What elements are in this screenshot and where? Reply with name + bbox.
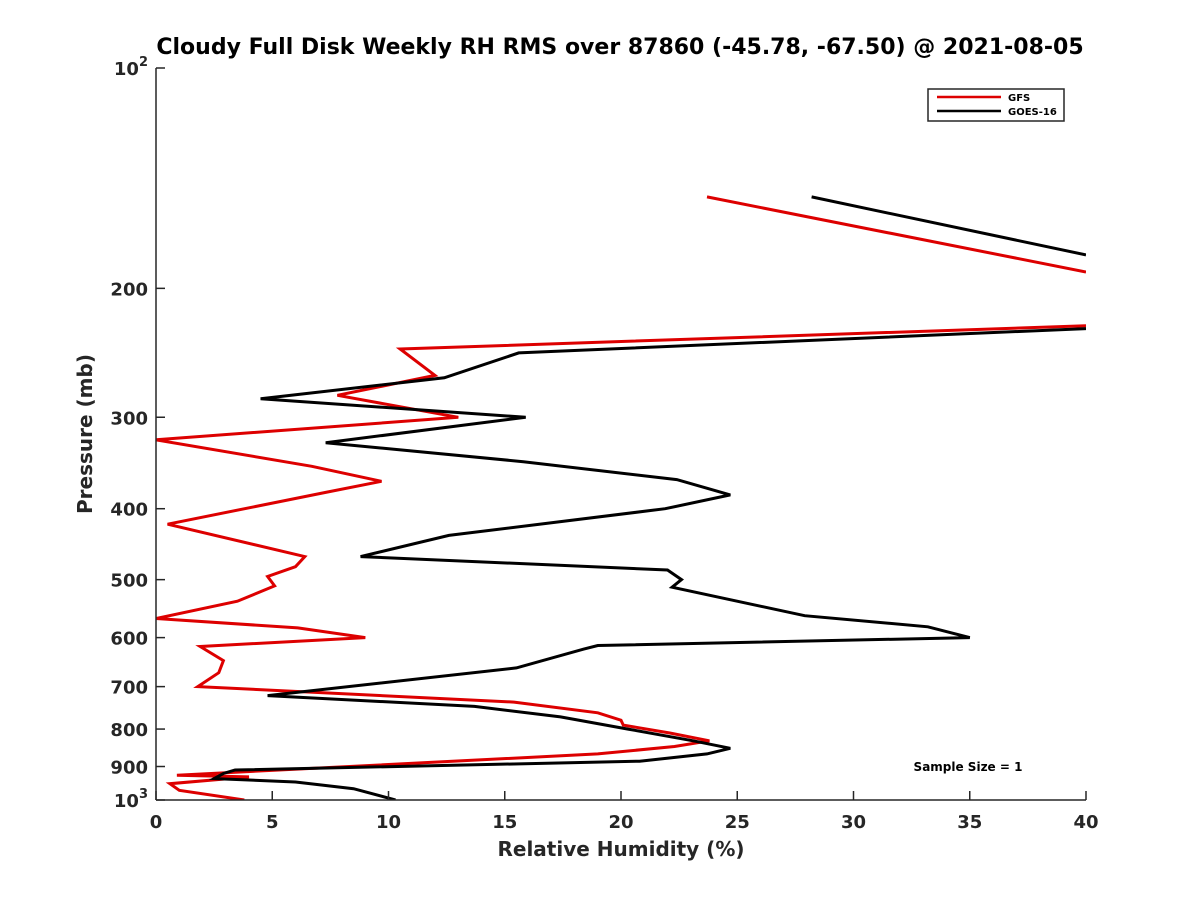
x-tick-label: 40	[1073, 812, 1098, 833]
series-line-goes-16-segment-2	[208, 327, 1086, 800]
y-tick-label: 900	[110, 758, 148, 779]
axes: 0 5 10 15 20 25 30 35 40 102 200 300 400 500 600 700 800…	[110, 55, 1098, 833]
chart-title: Cloudy Full Disk Weekly RH RMS over 8786…	[156, 35, 1083, 60]
y-tick-label: 400	[110, 500, 148, 521]
y-tick-label: 700	[110, 678, 148, 699]
y-tick-label: 300	[110, 408, 148, 429]
x-axis-label: Relative Humidity (%)	[497, 837, 744, 861]
legend: GFS GOES-16	[927, 88, 1065, 122]
y-tick-label: 600	[110, 629, 148, 650]
x-tick-label: 35	[957, 812, 982, 833]
x-tick-label: 0	[150, 812, 163, 833]
plot-area	[156, 195, 1086, 800]
x-tick-label: 15	[492, 812, 517, 833]
y-tick-label: 500	[110, 571, 148, 592]
series-line-gfs-segment-1	[706, 195, 1086, 274]
x-tick-label: 20	[608, 812, 633, 833]
sample-size-annotation: Sample Size = 1	[914, 760, 1023, 774]
y-axis-label: Pressure (mb)	[73, 354, 97, 514]
legend-label-goes-16: GOES-16	[1008, 107, 1057, 118]
series-line-gfs-segment-2	[156, 324, 1086, 800]
y-tick-label: 103	[114, 787, 148, 812]
legend-box	[927, 88, 1065, 122]
x-tick-label: 30	[841, 812, 866, 833]
y-tick-label: 200	[110, 279, 148, 300]
y-tick-label: 102	[114, 55, 148, 80]
series-line-goes-16-segment-1	[811, 195, 1086, 257]
x-tick-label: 25	[725, 812, 750, 833]
y-tick-label: 800	[110, 720, 148, 741]
legend-label-gfs: GFS	[1008, 93, 1030, 104]
x-tick-label: 5	[266, 812, 279, 833]
x-tick-label: 10	[376, 812, 401, 833]
